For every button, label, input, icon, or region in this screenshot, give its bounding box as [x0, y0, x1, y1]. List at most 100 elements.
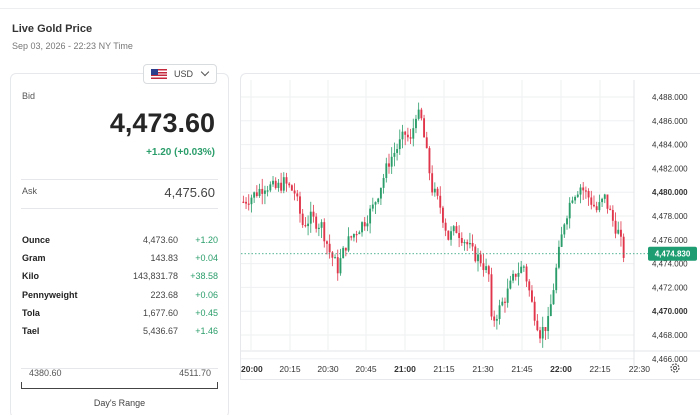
candle-body: [274, 180, 277, 188]
x-tick-label: 20:00: [241, 364, 263, 374]
unit-change: +1.20: [195, 235, 218, 246]
candle-body: [431, 173, 434, 193]
y-tick-label: 4,478.000: [652, 212, 688, 221]
candle-body: [452, 226, 455, 232]
candle-body: [504, 301, 506, 303]
y-tick-label: 4,476.000: [652, 236, 688, 245]
unit-price: 4,473.60: [142, 235, 178, 246]
unit-name: Kilo: [22, 271, 39, 282]
unit-name: Ounce: [22, 235, 51, 246]
bid-label: Bid: [22, 91, 36, 101]
candle-body: [557, 246, 560, 268]
unit-change: +0.45: [195, 307, 218, 318]
candle-body: [533, 301, 536, 321]
candle-body: [369, 208, 372, 224]
unit-change: +1.46: [195, 326, 218, 337]
us-flag-icon: [151, 69, 167, 79]
candle-body: [590, 197, 593, 205]
candle-body: [406, 134, 409, 138]
candle-body: [598, 202, 601, 211]
unit-price: 1,677.60: [142, 307, 178, 318]
candle-body: [355, 234, 358, 236]
candle-body: [525, 266, 528, 282]
candle-body: [409, 137, 412, 139]
settings-gear-icon[interactable]: [670, 363, 680, 373]
candle-body: [493, 316, 496, 321]
y-tick-label: 4,472.000: [652, 283, 688, 292]
candle-body: [315, 216, 318, 229]
candle-body: [576, 194, 579, 197]
candle-body: [390, 156, 393, 167]
candle-body: [388, 163, 390, 167]
candle-body: [323, 222, 326, 242]
candle-body: [509, 280, 512, 289]
candle-body: [471, 243, 474, 247]
candle-body: [247, 203, 250, 205]
candle-body: [468, 243, 471, 245]
candle-body: [466, 242, 469, 245]
candle-body: [304, 225, 307, 227]
x-tick-label: 21:45: [511, 364, 533, 374]
candle-body: [385, 163, 388, 178]
unit-price: 223.68: [150, 289, 178, 300]
candle-body: [425, 137, 428, 149]
candle-body: [460, 237, 463, 243]
candle-body: [342, 247, 345, 259]
y-tick-label: 4,468.000: [652, 331, 688, 340]
y-tick-label: 4,466.000: [652, 355, 688, 364]
x-tick-label: 20:30: [317, 364, 339, 374]
candle-body: [514, 273, 517, 277]
divider: [21, 368, 218, 369]
candle-body: [444, 222, 447, 231]
x-tick-label: 20:45: [355, 364, 377, 374]
candle-body: [374, 202, 377, 205]
y-tick-label: 4,482.000: [652, 164, 688, 173]
candle-body: [528, 281, 531, 291]
currency-selector[interactable]: USD: [143, 64, 217, 84]
candle-body: [606, 194, 609, 209]
candle-body: [285, 177, 288, 184]
candle-body: [482, 263, 485, 271]
candle-body: [261, 188, 264, 194]
candle-body: [258, 188, 261, 196]
unit-name: Tola: [22, 307, 40, 318]
candle-body: [250, 197, 253, 205]
candle-body: [331, 252, 334, 258]
range-low: 4380.60: [29, 368, 62, 378]
candle-body: [428, 148, 431, 174]
unit-change: +0.04: [195, 253, 218, 264]
candle-body: [288, 183, 291, 186]
page-title: Live Gold Price: [12, 23, 93, 35]
candle-body: [614, 220, 617, 234]
candle-body: [312, 211, 315, 217]
candle-body: [433, 188, 436, 193]
candle-body: [555, 267, 558, 291]
chart-panel[interactable]: [240, 73, 700, 380]
candle-body: [326, 241, 328, 244]
candle-body: [455, 226, 458, 234]
candle-body: [255, 192, 258, 196]
y-tick-label: 4,474.000: [652, 260, 688, 269]
candle-body: [622, 236, 625, 258]
candle-body: [296, 193, 299, 197]
unit-change: +38.58: [190, 271, 218, 282]
candle-body: [582, 187, 585, 191]
candle-body: [290, 185, 293, 191]
x-tick-label: 22:15: [589, 364, 611, 374]
x-tick-label: 21:15: [433, 364, 455, 374]
candle-body: [361, 222, 363, 233]
candle-body: [417, 109, 420, 119]
quote-card: [10, 73, 229, 415]
y-tick-label: 4,486.000: [652, 117, 688, 126]
candle-body: [547, 316, 550, 332]
candle-body: [620, 229, 622, 237]
candle-body: [458, 233, 461, 238]
candle-body: [379, 187, 382, 199]
divider: [21, 179, 218, 180]
candle-body: [363, 222, 366, 227]
candle-body: [299, 196, 301, 214]
unit-row-tael: Tael 5,436.67 +1.46: [22, 322, 218, 340]
candle-body: [423, 118, 426, 138]
currency-label: USD: [174, 69, 194, 79]
